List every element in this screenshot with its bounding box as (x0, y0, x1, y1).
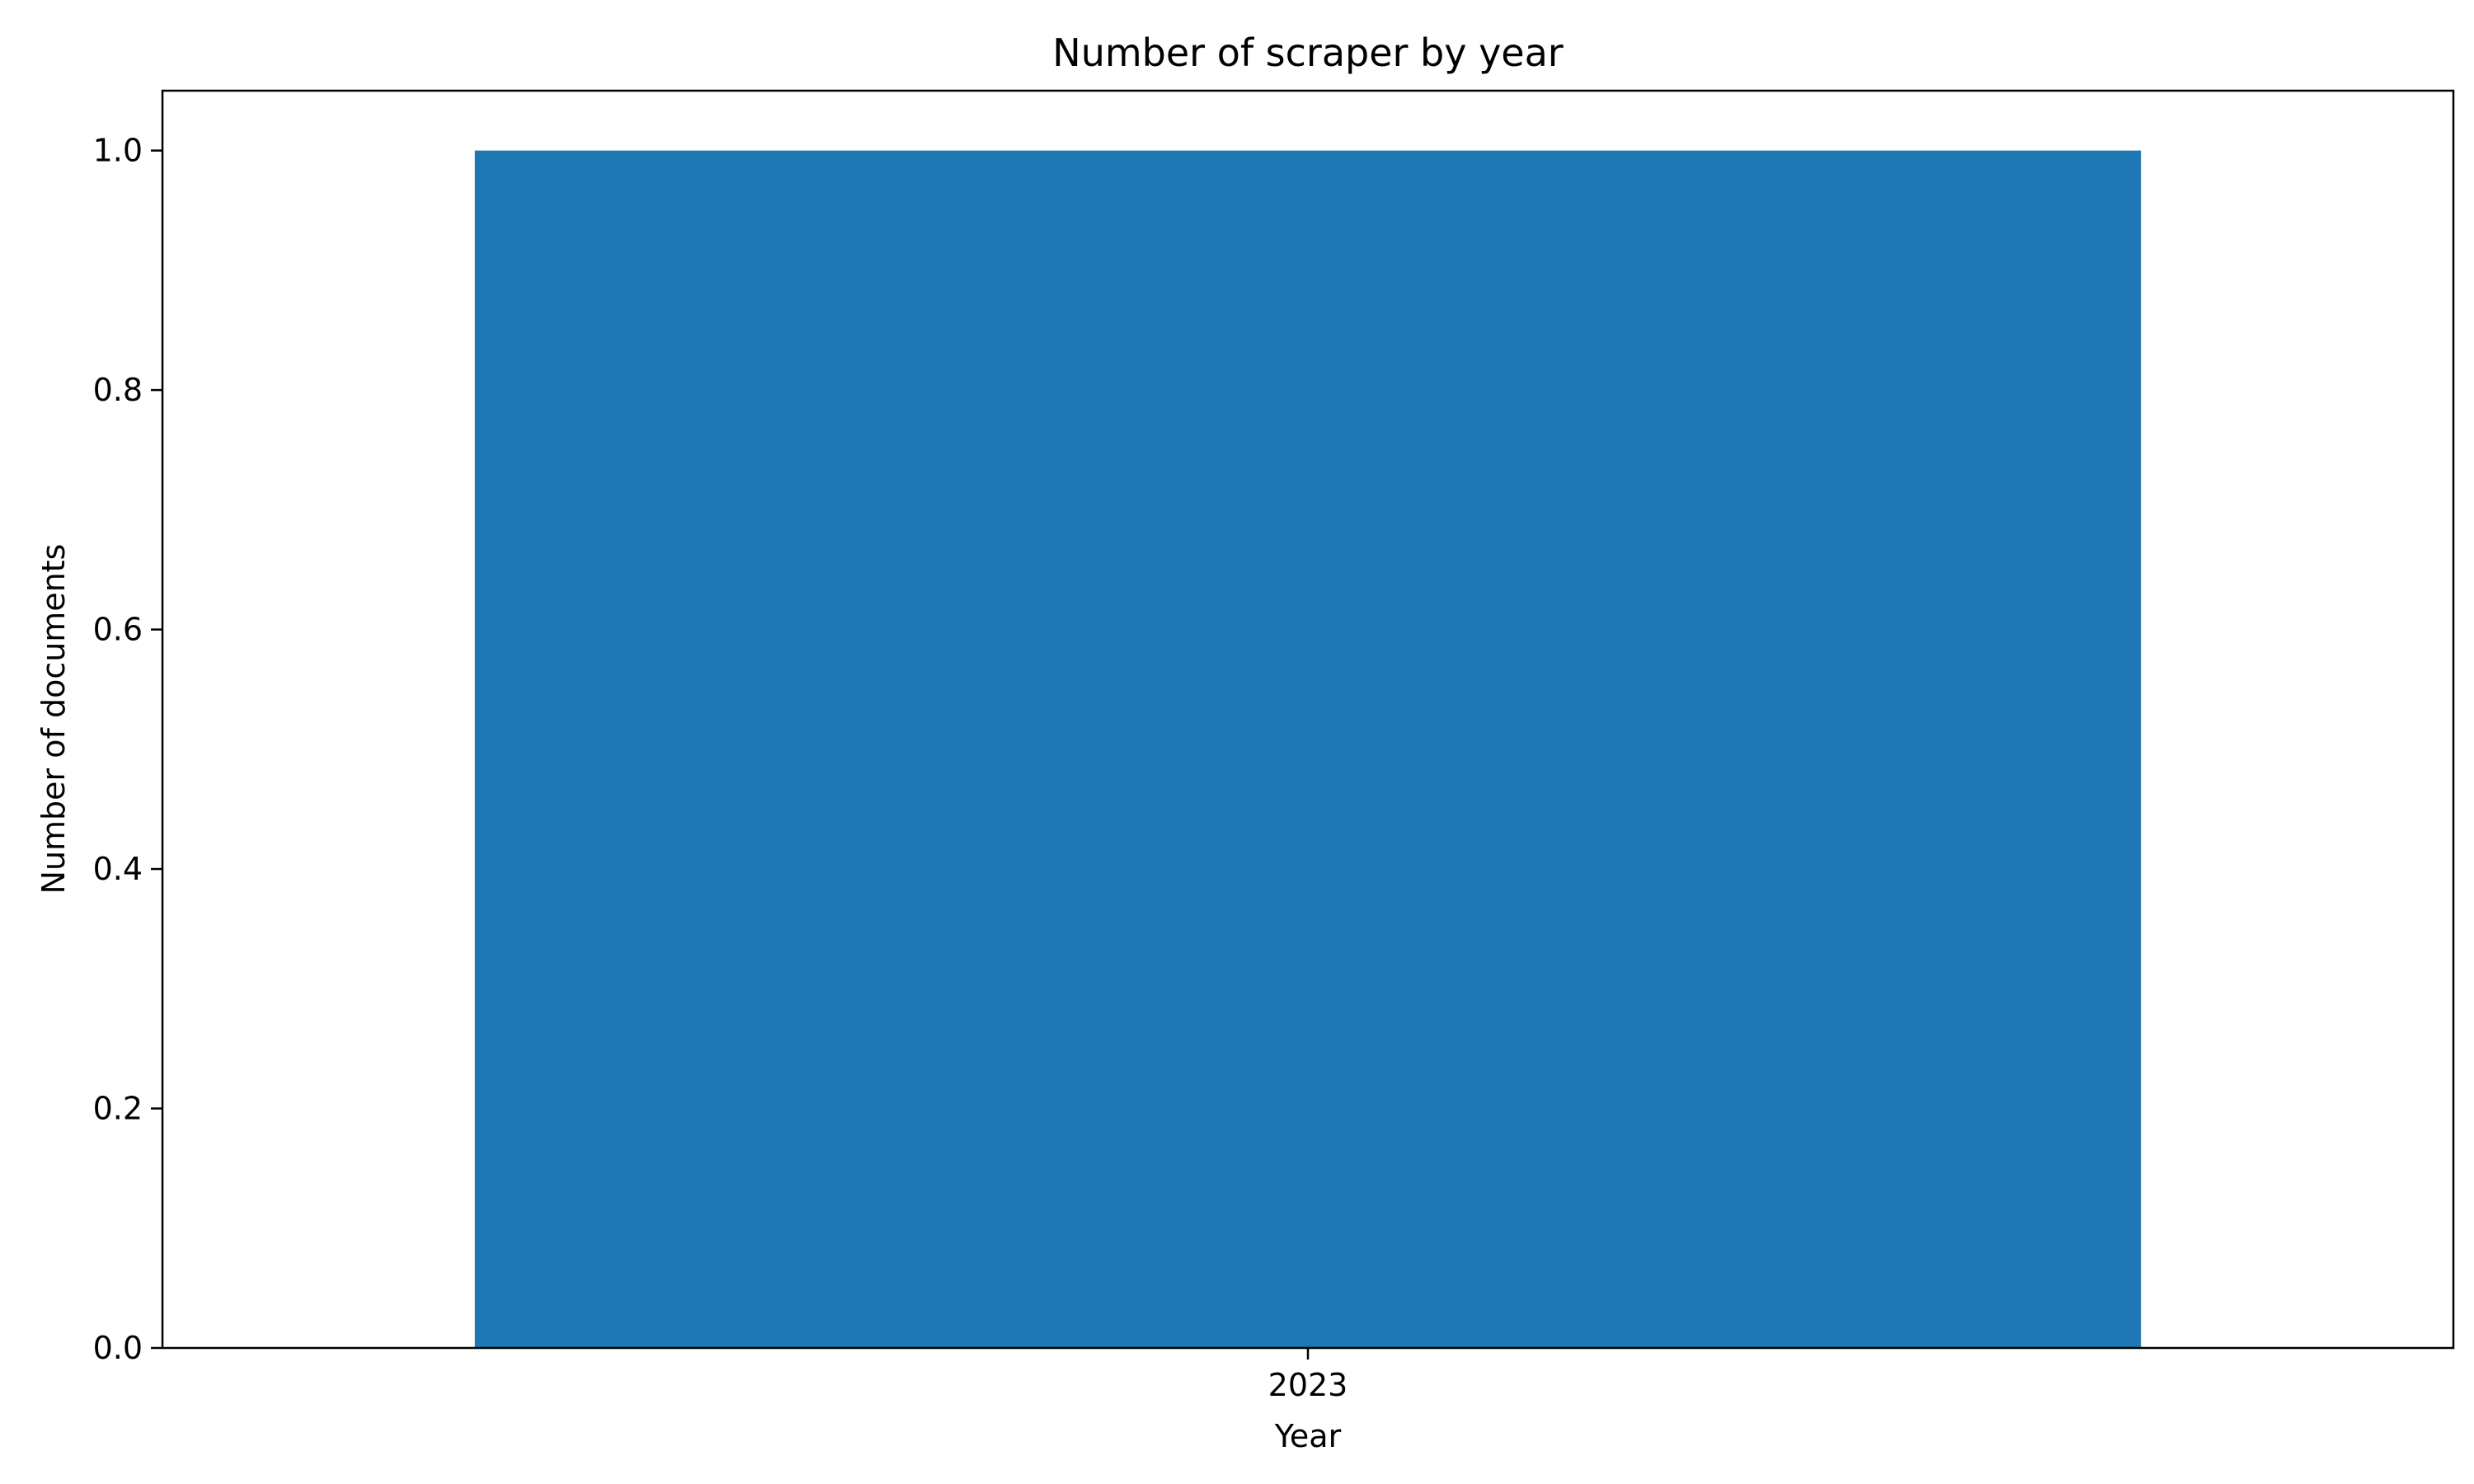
x-axis-label: Year (1274, 1418, 1342, 1454)
y-tick-label: 0.8 (93, 372, 143, 408)
y-axis-label: Number of documents (35, 544, 72, 895)
y-tick-label: 0.4 (93, 851, 143, 887)
y-tick-label: 0.2 (93, 1091, 143, 1127)
y-tick-label: 1.0 (93, 133, 143, 169)
x-axis: 2023 (1268, 1348, 1348, 1403)
chart-title: Number of scraper by year (1052, 31, 1564, 75)
y-tick-label: 0.0 (93, 1330, 143, 1366)
bar-2023 (474, 150, 2142, 1349)
y-axis: 0.0 0.2 0.4 0.6 0.8 1.0 (93, 133, 162, 1366)
bars-layer (474, 150, 2142, 1349)
plot-frame (161, 89, 2455, 1350)
y-tick-label: 0.6 (93, 612, 143, 648)
x-tick-label: 2023 (1268, 1367, 1348, 1403)
